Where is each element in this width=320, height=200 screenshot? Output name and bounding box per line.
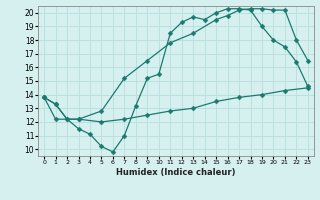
X-axis label: Humidex (Indice chaleur): Humidex (Indice chaleur) bbox=[116, 168, 236, 177]
